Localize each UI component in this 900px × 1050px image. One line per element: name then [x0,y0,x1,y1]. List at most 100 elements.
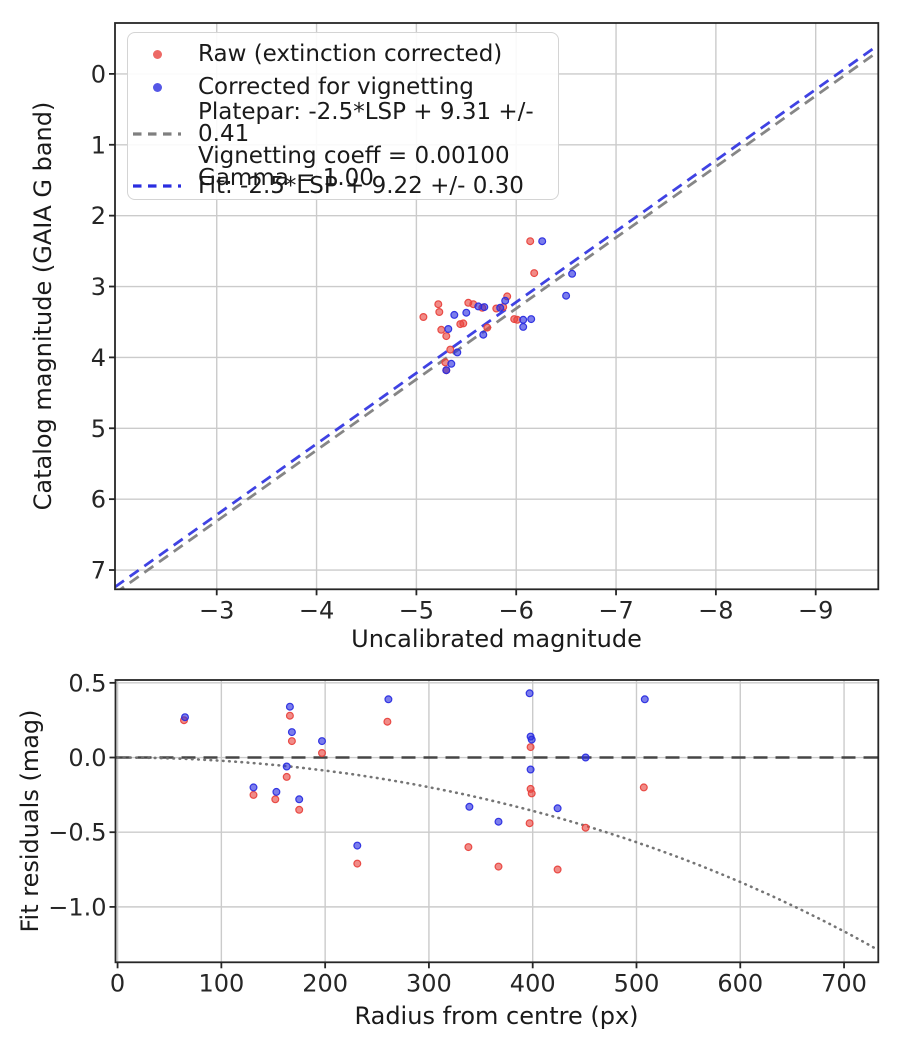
data-point [353,859,362,868]
x-tick-label: −9 [798,596,833,624]
data-point [465,802,474,811]
raw-points [419,237,539,375]
data-point [464,843,473,852]
data-point [295,805,304,814]
data-point [353,841,362,850]
legend-label: Raw (extinction corrected) [198,41,503,67]
x-tick-label: 0 [110,969,125,997]
data-point [446,345,455,354]
vignetting-curve [116,756,879,951]
legend-entry-fit: Fit: -2.5*LSP + 9.22 +/- 0.30 [128,173,558,199]
fit-dash-icon [133,184,181,188]
data-point [442,366,451,375]
x-tick-label: 300 [406,969,452,997]
raw-marker-icon [153,50,162,59]
platepar-dash-icon [133,132,181,136]
y-tick-label: 7 [91,557,106,585]
y-tick-label: 4 [91,344,106,372]
x-tick-label: −7 [598,596,633,624]
data-point [384,695,393,704]
y-tick-label: 2 [91,202,106,230]
data-point [287,737,296,746]
data-point [553,865,562,874]
y-tick-label: 1 [91,131,106,159]
data-point [480,303,489,312]
data-point [249,790,258,799]
platepar-line [118,50,879,590]
data-point [285,711,294,720]
x-tick-label: 200 [302,969,348,997]
raw-residuals-points [180,711,648,874]
data-point [527,735,536,744]
x-tick-label: 500 [614,969,660,997]
data-point [450,310,459,319]
data-point [287,728,296,737]
x-tick-label: −4 [299,596,334,624]
data-point [526,237,535,246]
data-point [483,323,492,332]
data-point [581,753,590,762]
data-point [271,795,280,804]
data-point [530,269,539,278]
data-point [640,695,649,704]
y-tick-label: 3 [91,273,106,301]
data-point [434,300,443,309]
data-point [419,313,428,322]
data-point [462,308,471,317]
data-point [282,772,291,781]
x-tick-label: −8 [698,596,733,624]
x-tick-label: 600 [717,969,763,997]
y-tick-label: 6 [91,486,106,514]
data-point [437,325,446,334]
data-point [494,862,503,871]
data-point [501,296,510,305]
data-point [568,269,577,278]
fit-line [115,43,879,589]
x-tick-label: 700 [821,969,867,997]
data-point [494,817,503,826]
x-tick-label: −6 [499,596,534,624]
data-point [538,237,547,246]
data-point [295,795,304,804]
data-point [442,332,451,341]
data-point [285,702,294,711]
data-point [526,765,535,774]
data-point [383,717,392,726]
bottom-xlabel: Radius from centre (px) [354,1002,639,1030]
data-point [318,748,327,757]
bottom-ylabel: Fit residuals (mag) [16,709,44,933]
y-tick-label: 0 [91,60,106,88]
data-point [459,319,468,328]
top-ylabel: Catalog magnitude (GAIA G band) [29,101,57,511]
data-point [282,762,291,771]
legend-label: Fit: -2.5*LSP + 9.22 +/- 0.30 [198,173,524,199]
legend-entry-raw: Raw (extinction corrected) [128,41,558,67]
data-point [562,291,571,300]
y-tick-label: −1.0 [48,893,106,921]
data-point [496,303,505,312]
x-tick-label: −5 [399,596,434,624]
x-tick-label: −3 [199,596,234,624]
data-point [435,308,444,317]
y-tick-label: 5 [91,415,106,443]
data-point [447,359,456,368]
data-point [553,804,562,813]
legend-label: Platepar: -2.5*LSP + 9.31 +/- 0.41 Vigne… [198,99,534,191]
y-tick-label: 0.0 [68,744,106,772]
x-tick-label: 100 [198,969,244,997]
data-point [519,322,528,331]
legend-entry-corrected: Corrected for vignetting [128,74,558,100]
y-tick-label: −0.5 [48,819,106,847]
data-point [272,787,281,796]
corrected-residuals-points [181,689,649,850]
data-point [181,713,190,722]
data-point [581,823,590,832]
y-tick-label: 0.5 [68,669,106,697]
legend-label: Corrected for vignetting [198,74,474,100]
data-point [525,689,534,698]
data-point [453,348,462,357]
data-point [526,743,535,752]
data-point [527,315,536,324]
